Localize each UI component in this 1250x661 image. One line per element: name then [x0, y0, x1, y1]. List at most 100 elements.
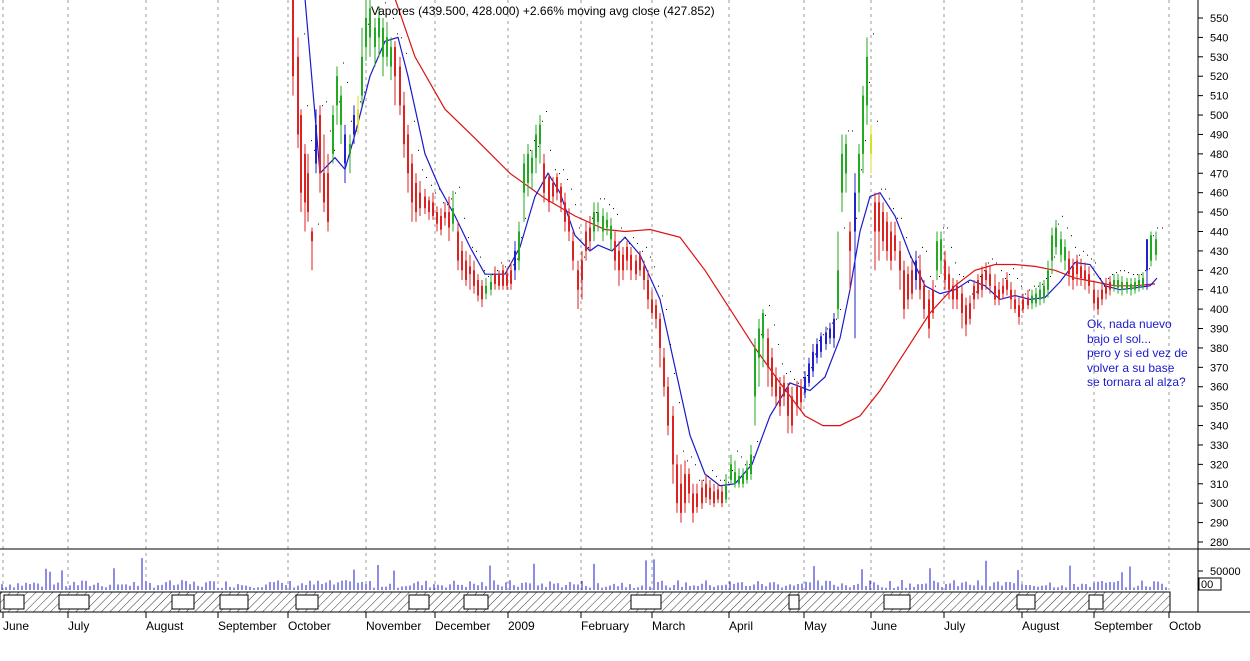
price-bar: [1060, 227, 1068, 263]
price-bar-body: [1068, 258, 1070, 275]
y-tick-label: 530: [1210, 52, 1228, 64]
price-bar-body: [688, 474, 690, 494]
price-bar-body: [297, 56, 299, 135]
price-bar: [1047, 256, 1055, 298]
trailing-stop-dot: [959, 274, 960, 276]
trailing-stop-dot: [910, 256, 911, 258]
price-bar-body: [915, 260, 917, 280]
trailing-stop-dot: [691, 456, 692, 458]
price-bar: [787, 378, 795, 434]
price-bar: [1010, 277, 1018, 310]
price-bar-body: [812, 351, 814, 372]
trailing-stop-dot: [431, 184, 432, 186]
trailing-stop-dot: [720, 479, 721, 481]
trailing-stop-dot: [819, 340, 820, 342]
trailing-stop-dot: [401, 37, 402, 39]
trailing-stop-dot: [984, 270, 985, 272]
trailing-stop-dot: [360, 101, 361, 103]
price-bar: [394, 37, 402, 106]
price-bar: [1105, 274, 1113, 300]
price-bar-body: [651, 299, 653, 313]
price-bar: [791, 382, 799, 434]
trailing-stop-dot: [654, 266, 655, 268]
trailing-stop-dot: [972, 293, 973, 295]
trailing-stop-dot: [629, 243, 630, 245]
trailing-stop-dot: [951, 246, 952, 248]
price-bar-body: [783, 382, 785, 397]
price-bar-body: [465, 260, 467, 280]
timeline-box: [295, 594, 319, 610]
trailing-stop-dot: [397, 33, 398, 35]
price-bar: [725, 470, 733, 504]
price-bar-body: [589, 227, 591, 242]
price-bar-body: [767, 338, 769, 368]
month-label: 2009: [508, 619, 535, 633]
price-bar: [1014, 285, 1022, 313]
price-bar-body: [936, 241, 938, 271]
trailing-stop-dot: [559, 173, 560, 175]
price-bar: [436, 202, 444, 232]
price-bar: [327, 149, 335, 232]
price-bar-body: [424, 196, 426, 209]
trailing-stop-dot: [1145, 270, 1146, 272]
trailing-stop-dot: [546, 111, 547, 113]
price-bar: [514, 237, 522, 280]
trailing-stop-dot: [584, 256, 585, 258]
price-bar: [307, 149, 315, 222]
price-bar: [1150, 227, 1158, 267]
trailing-stop-dot: [926, 250, 927, 252]
price-bar: [696, 479, 704, 513]
month-label: September: [218, 619, 277, 633]
price-bar: [911, 256, 919, 300]
trailing-stop-dot: [311, 140, 312, 142]
price-bar: [1146, 235, 1154, 290]
price-bar-body: [965, 305, 967, 325]
trailing-stop-dot: [351, 120, 352, 122]
price-bar-body: [403, 105, 405, 145]
price-bar-body: [1121, 281, 1123, 290]
price-bar: [804, 367, 812, 399]
trailing-stop-dot: [542, 120, 543, 122]
price-bar: [742, 464, 750, 488]
price-bar-body: [870, 134, 872, 154]
price-bar-body: [862, 95, 864, 154]
price-bar: [1035, 283, 1043, 308]
price-bar-body: [457, 231, 459, 261]
y-tick-label: 430: [1210, 246, 1228, 258]
trailing-stop-dot: [765, 314, 766, 316]
price-bar: [829, 318, 837, 345]
price-bar-body: [1055, 227, 1057, 248]
price-bar: [543, 149, 551, 203]
price-bar-body: [502, 270, 504, 286]
price-bar-body: [717, 489, 719, 500]
timeline-box: [3, 594, 25, 610]
price-bar: [448, 192, 456, 242]
price-bar: [800, 374, 808, 411]
trailing-stop-dot: [992, 258, 993, 260]
price-bar-body: [928, 299, 930, 329]
price-bar: [655, 295, 663, 329]
price-bar-body: [1146, 239, 1148, 271]
price-bar: [548, 169, 556, 213]
trailing-stop-dot: [1091, 258, 1092, 260]
trailing-stop-dot: [695, 464, 696, 466]
price-bar-body: [374, 27, 376, 48]
trailing-stop-dot: [897, 217, 898, 219]
price-bar-body: [556, 177, 558, 193]
price-bar: [932, 276, 940, 319]
trailing-stop-dot: [865, 140, 866, 142]
trailing-stop-dot: [856, 217, 857, 219]
trailing-stop-dot: [521, 237, 522, 239]
trailing-stop-dot: [1067, 227, 1068, 229]
price-bar: [903, 256, 911, 319]
y-tick-label: 290: [1210, 518, 1228, 530]
trailing-stop-dot: [334, 149, 335, 151]
price-bar: [386, 17, 394, 67]
price-bar-body: [961, 293, 963, 313]
trailing-stop-dot: [1100, 277, 1101, 279]
trailing-stop-dot: [443, 202, 444, 204]
price-bar-body: [1088, 274, 1090, 286]
grid-layer: [2, 0, 1170, 590]
trailing-stop-dot: [1095, 262, 1096, 264]
price-bar-body: [977, 280, 979, 294]
